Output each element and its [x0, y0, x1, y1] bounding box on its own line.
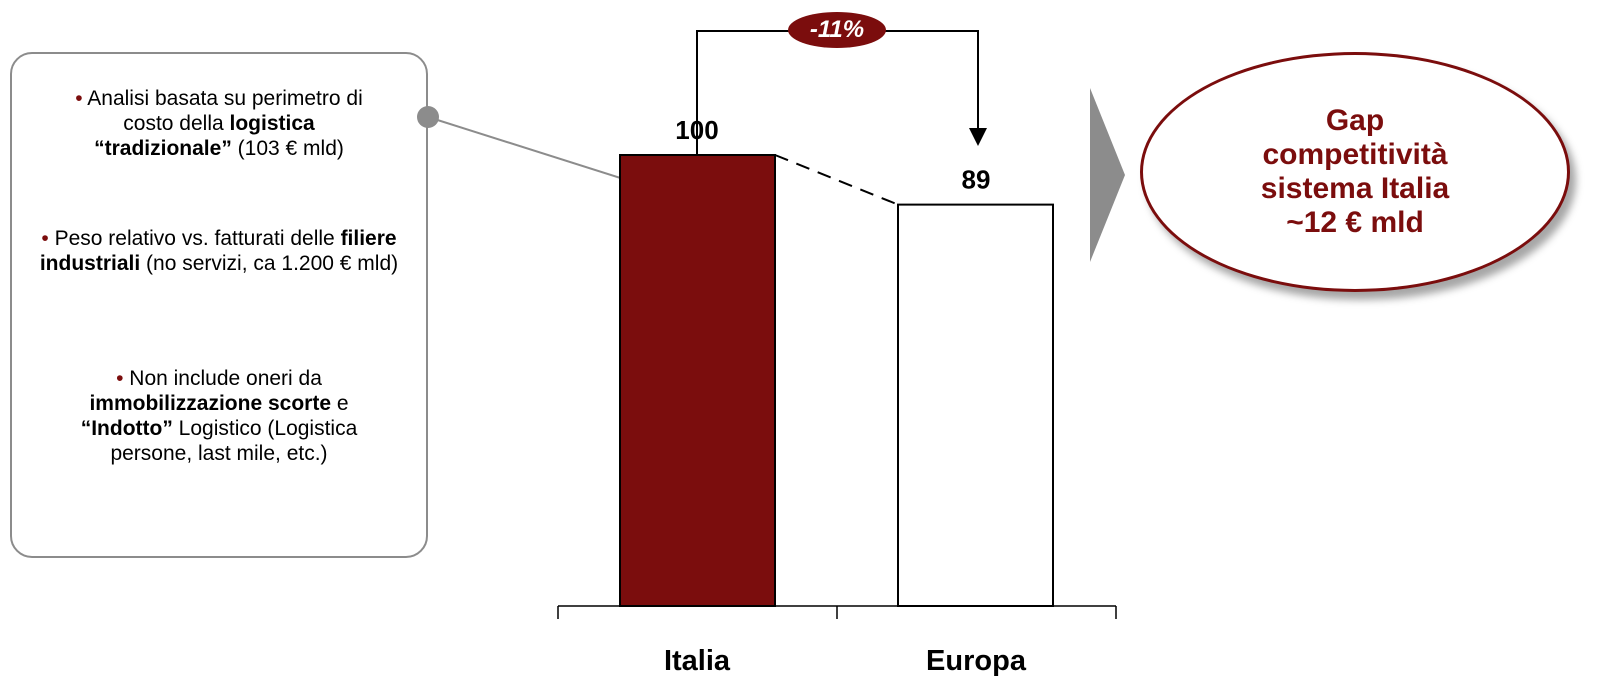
note-bold-text: “Indotto” [80, 417, 173, 440]
callout-line: sistema Italia [1260, 172, 1450, 205]
gap-callout-text: Gap competitività sistema Italia ~12 € m… [1225, 104, 1485, 240]
change-badge: -11% [788, 12, 886, 48]
note-bold-text: filiere industriali [39, 227, 397, 275]
note-text: Non include oneri da [123, 367, 322, 390]
value-label: 89 [962, 165, 991, 195]
bullet-icon: • [116, 367, 124, 390]
note-box: • Analisi basata su perimetro di costo d… [10, 52, 428, 558]
note-item-3: • Non include oneri da immobilizzazione … [12, 366, 426, 466]
pointer-dot-icon [417, 106, 439, 128]
callout-line: ~12 € mld [1286, 206, 1424, 239]
bullet-icon: • [75, 87, 83, 110]
note-bold-text: immobilizzazione scorte [89, 392, 332, 415]
pointer-line [427, 116, 653, 189]
category-label: Europa [926, 645, 1027, 677]
trend-connector [774, 154, 899, 206]
note-item-2: • Peso relativo vs. fatturati delle fili… [12, 226, 426, 276]
note-text: (103 € mld) [231, 137, 344, 160]
gap-callout: Gap competitività sistema Italia ~12 € m… [1140, 52, 1570, 292]
note-text: Analisi basata su perimetro di costo del… [82, 87, 363, 135]
value-label: 100 [675, 115, 718, 145]
bar-italia [619, 154, 776, 607]
note-text: e [331, 392, 349, 415]
category-label: Italia [664, 645, 731, 677]
note-text: Peso relativo vs. fatturati delle [48, 227, 341, 250]
bullet-icon: • [41, 227, 49, 250]
note-bold-text: logistica “tradizionale” [94, 112, 315, 160]
note-item-1: • Analisi basata su perimetro di costo d… [12, 86, 426, 161]
comparison-bracket [696, 30, 979, 155]
bar-europa [897, 203, 1054, 608]
chevron-right-icon [1090, 88, 1125, 262]
callout-line: Gap [1325, 104, 1385, 137]
note-text: (no servizi, ca 1.200 € mld) [140, 252, 399, 275]
note-text: Logistico (Logistica persone, last mile,… [110, 417, 358, 465]
bars-group: 100 Italia 89 Europa [619, 115, 1054, 677]
arrow-down-icon [969, 128, 987, 146]
callout-line: competitività [1262, 138, 1448, 171]
